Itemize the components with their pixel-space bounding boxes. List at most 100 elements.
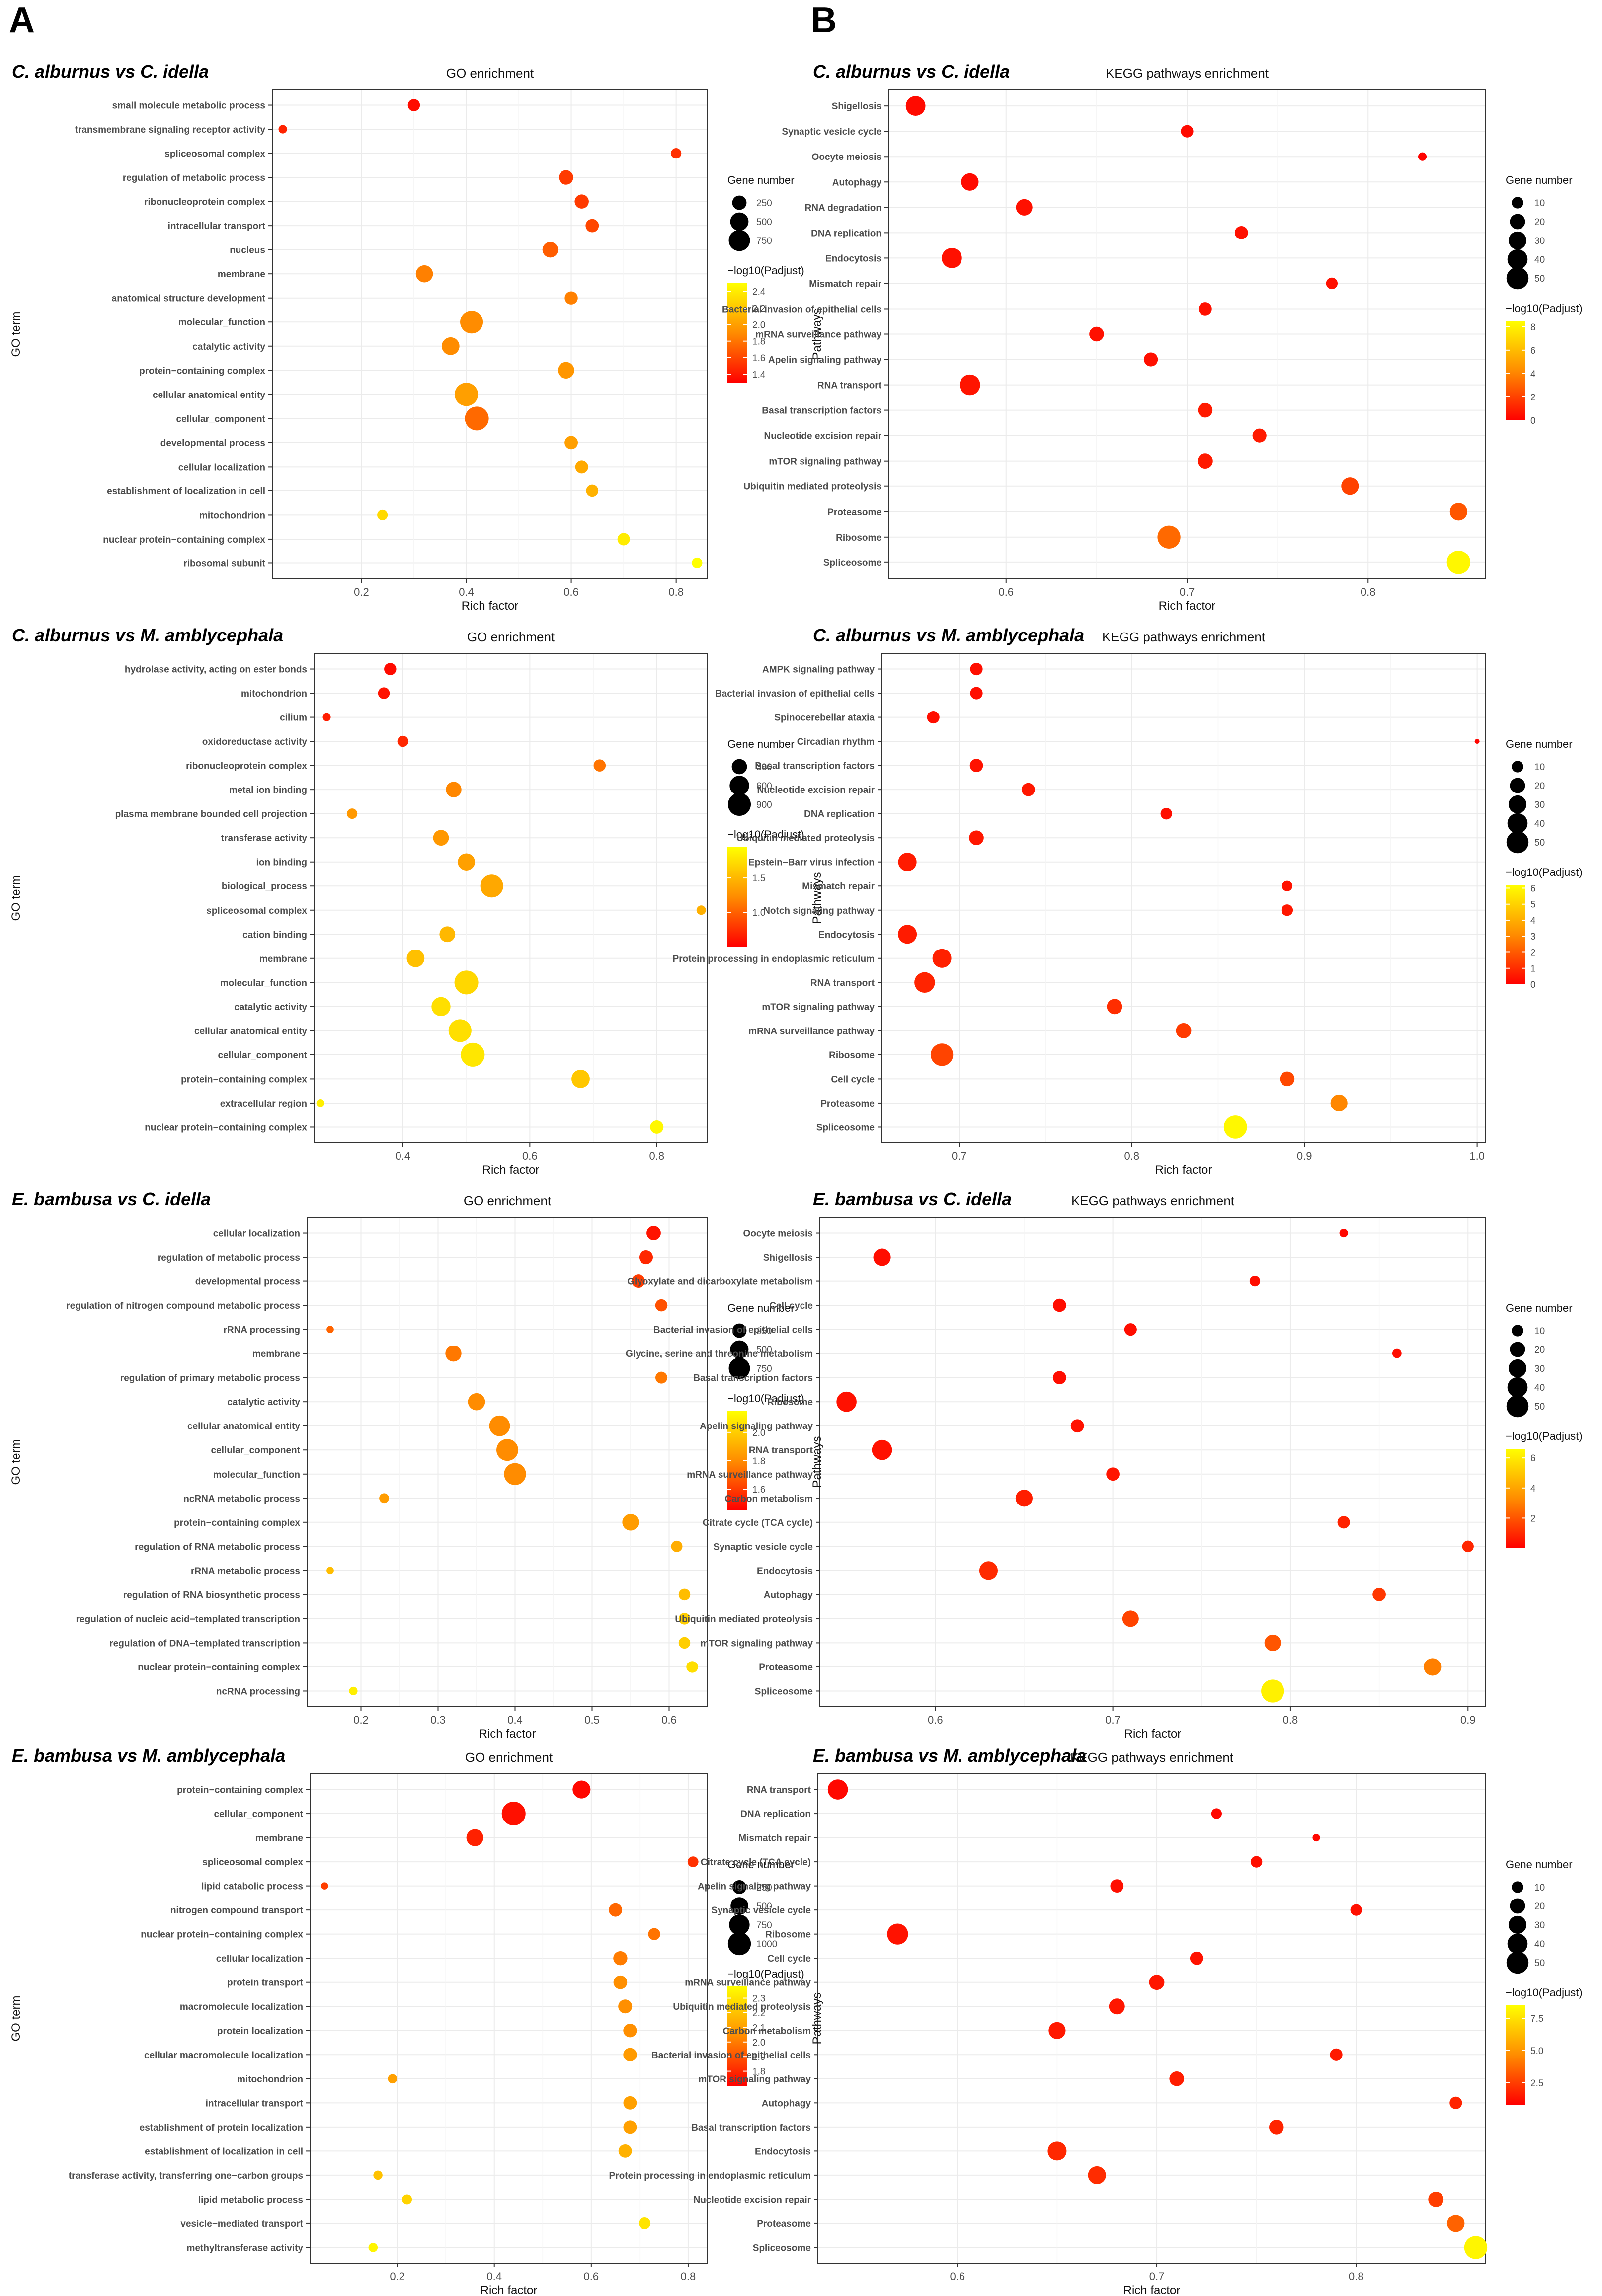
size-legend-label: 20 [1534, 217, 1545, 228]
data-point [1337, 1516, 1350, 1529]
color-legend-label: 2 [1530, 393, 1536, 403]
panel-2: C. alburnus vs C. idella KEGG pathways en… [722, 61, 1583, 613]
data-point [1280, 1071, 1295, 1087]
data-point [1281, 904, 1293, 916]
y-tick-label: small molecule metabolic process [112, 101, 265, 111]
plot-frame [314, 653, 708, 1143]
data-point [446, 782, 462, 797]
y-axis-label: Pathways [810, 1436, 824, 1488]
y-tick-label: Autophagy [832, 177, 882, 188]
y-tick-label: Mismatch repair [738, 1833, 811, 1844]
data-point [898, 853, 917, 871]
size-legend-dot [1507, 1933, 1528, 1954]
data-point [623, 2048, 637, 2061]
data-point [326, 1326, 334, 1333]
size-legend-label: 250 [756, 1326, 772, 1337]
data-point [402, 2194, 412, 2205]
color-legend-label: 0 [1530, 416, 1536, 426]
size-legend-label: 40 [1534, 255, 1545, 265]
size-legend-dot [730, 1340, 749, 1359]
y-tick-label: macromolecule localization [180, 2002, 303, 2012]
y-tick-label: Ribosome [836, 533, 881, 543]
data-point [1449, 503, 1467, 521]
data-point [969, 830, 984, 845]
data-point [489, 1415, 510, 1436]
data-point [1350, 1904, 1362, 1916]
plot-frame [307, 1217, 708, 1707]
y-tick-label: regulation of primary metabolic process [120, 1373, 300, 1384]
data-point [970, 687, 983, 700]
y-tick-label: cellular localization [213, 1229, 300, 1239]
size-legend-label: 750 [756, 1364, 772, 1374]
color-legend-label: 2 [1530, 948, 1536, 958]
y-tick-label: ribosomal subunit [183, 558, 265, 569]
y-tick-label: Proteasome [759, 1663, 813, 1673]
data-point [465, 406, 489, 431]
x-tick-label: 0.7 [1105, 1714, 1121, 1726]
y-tick-label: cellular localization [216, 1954, 303, 1964]
data-point [1070, 1419, 1084, 1433]
data-point [617, 533, 630, 546]
color-legend-bar [727, 1986, 747, 2086]
y-tick-label: cellular_component [211, 1445, 301, 1456]
plot-border [819, 1217, 1486, 1707]
plot-frame [310, 1773, 708, 2264]
y-tick-label: molecular_function [220, 978, 307, 988]
data-point [696, 905, 706, 915]
data-point [639, 2217, 651, 2229]
y-tick-label: Apelin signaling pathway [768, 355, 881, 366]
color-legend-bar [1506, 1449, 1525, 1548]
color-legend-title: −log10(Padjust) [727, 264, 804, 277]
data-point [1223, 1115, 1247, 1139]
x-tick-label: 0.8 [649, 1150, 665, 1162]
size-legend-label: 250 [756, 198, 772, 209]
color-legend-bar [1506, 2005, 1525, 2105]
color-legend-label: 1.9 [752, 2052, 765, 2062]
color-legend-label: 1.4 [752, 370, 766, 380]
data-point [1418, 152, 1427, 161]
y-tick-label: Mismatch repair [802, 881, 875, 892]
data-point [585, 219, 599, 233]
data-point [961, 173, 979, 191]
data-point [349, 1686, 358, 1696]
plot-frame [881, 653, 1486, 1143]
data-point [1021, 783, 1035, 796]
y-axis-label: Pathways [810, 308, 824, 360]
y-tick-label: metal ion binding [229, 785, 307, 795]
data-point [326, 1567, 334, 1575]
chart-title: KEGG pathways enrichment [1106, 66, 1269, 80]
y-tick-label: lipid catabolic process [201, 1882, 303, 1892]
y-tick-label: RNA transport [749, 1445, 813, 1456]
x-tick-label: 0.8 [681, 2270, 696, 2283]
y-tick-label: intracellular transport [168, 221, 266, 232]
data-point [623, 2024, 637, 2038]
y-tick-label: Nucleotide excision repair [764, 431, 881, 442]
y-tick-label: establishment of localization in cell [107, 486, 265, 497]
size-legend-label: 10 [1534, 762, 1545, 773]
y-axis-label: GO term [9, 1995, 23, 2041]
data-point [1110, 1879, 1124, 1893]
comparison-label: E. bambusa vs C. idella [813, 1189, 1012, 1209]
size-legend-dot [728, 1357, 750, 1379]
y-tick-label: Ubiquitin mediated proteolysis [743, 482, 881, 492]
size-legend-label: 10 [1534, 198, 1545, 209]
color-legend-label: 6 [1530, 883, 1536, 894]
y-tick-label: regulation of DNA−templated transcriptio… [109, 1638, 300, 1649]
y-tick-label: RNA transport [810, 978, 875, 988]
y-tick-label: mRNA surveillance pathway [755, 330, 881, 340]
y-tick-label: RNA transport [747, 1785, 811, 1796]
x-tick-label: 0.4 [459, 586, 474, 598]
data-point [415, 265, 433, 283]
data-point [1392, 1348, 1402, 1358]
data-point [932, 949, 952, 968]
color-legend-label: 1.0 [752, 908, 765, 918]
y-tick-label: Glyoxylate and dicarboxylate metabolism [627, 1277, 813, 1287]
color-legend-label: 2.0 [752, 2038, 765, 2048]
size-legend-dot [1512, 761, 1523, 773]
data-point [1372, 1588, 1386, 1601]
data-point [836, 1391, 857, 1412]
y-tick-label: Protein processing in endoplasmic reticu… [673, 954, 875, 964]
color-legend-label: 1.6 [752, 353, 765, 364]
color-legend-label: 3 [1530, 932, 1536, 942]
data-point [1015, 1490, 1033, 1507]
